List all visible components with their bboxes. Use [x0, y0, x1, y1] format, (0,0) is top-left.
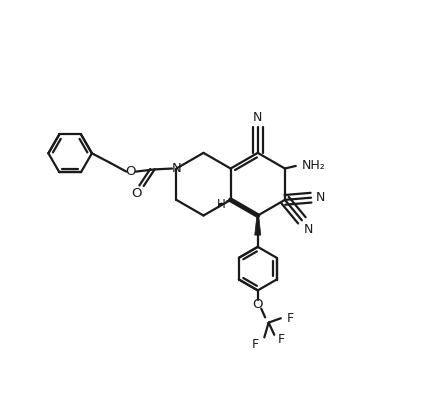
Polygon shape [255, 216, 261, 235]
Text: O: O [253, 298, 263, 311]
Text: O: O [131, 187, 142, 200]
Text: F: F [252, 338, 259, 351]
Text: N: N [304, 222, 314, 236]
Text: NH₂: NH₂ [301, 158, 325, 172]
Text: H: H [217, 198, 226, 211]
Text: N: N [171, 162, 181, 175]
Text: O: O [125, 165, 136, 178]
Text: N: N [253, 111, 262, 124]
Text: F: F [278, 333, 285, 345]
Text: N: N [316, 191, 325, 204]
Text: F: F [287, 312, 294, 325]
